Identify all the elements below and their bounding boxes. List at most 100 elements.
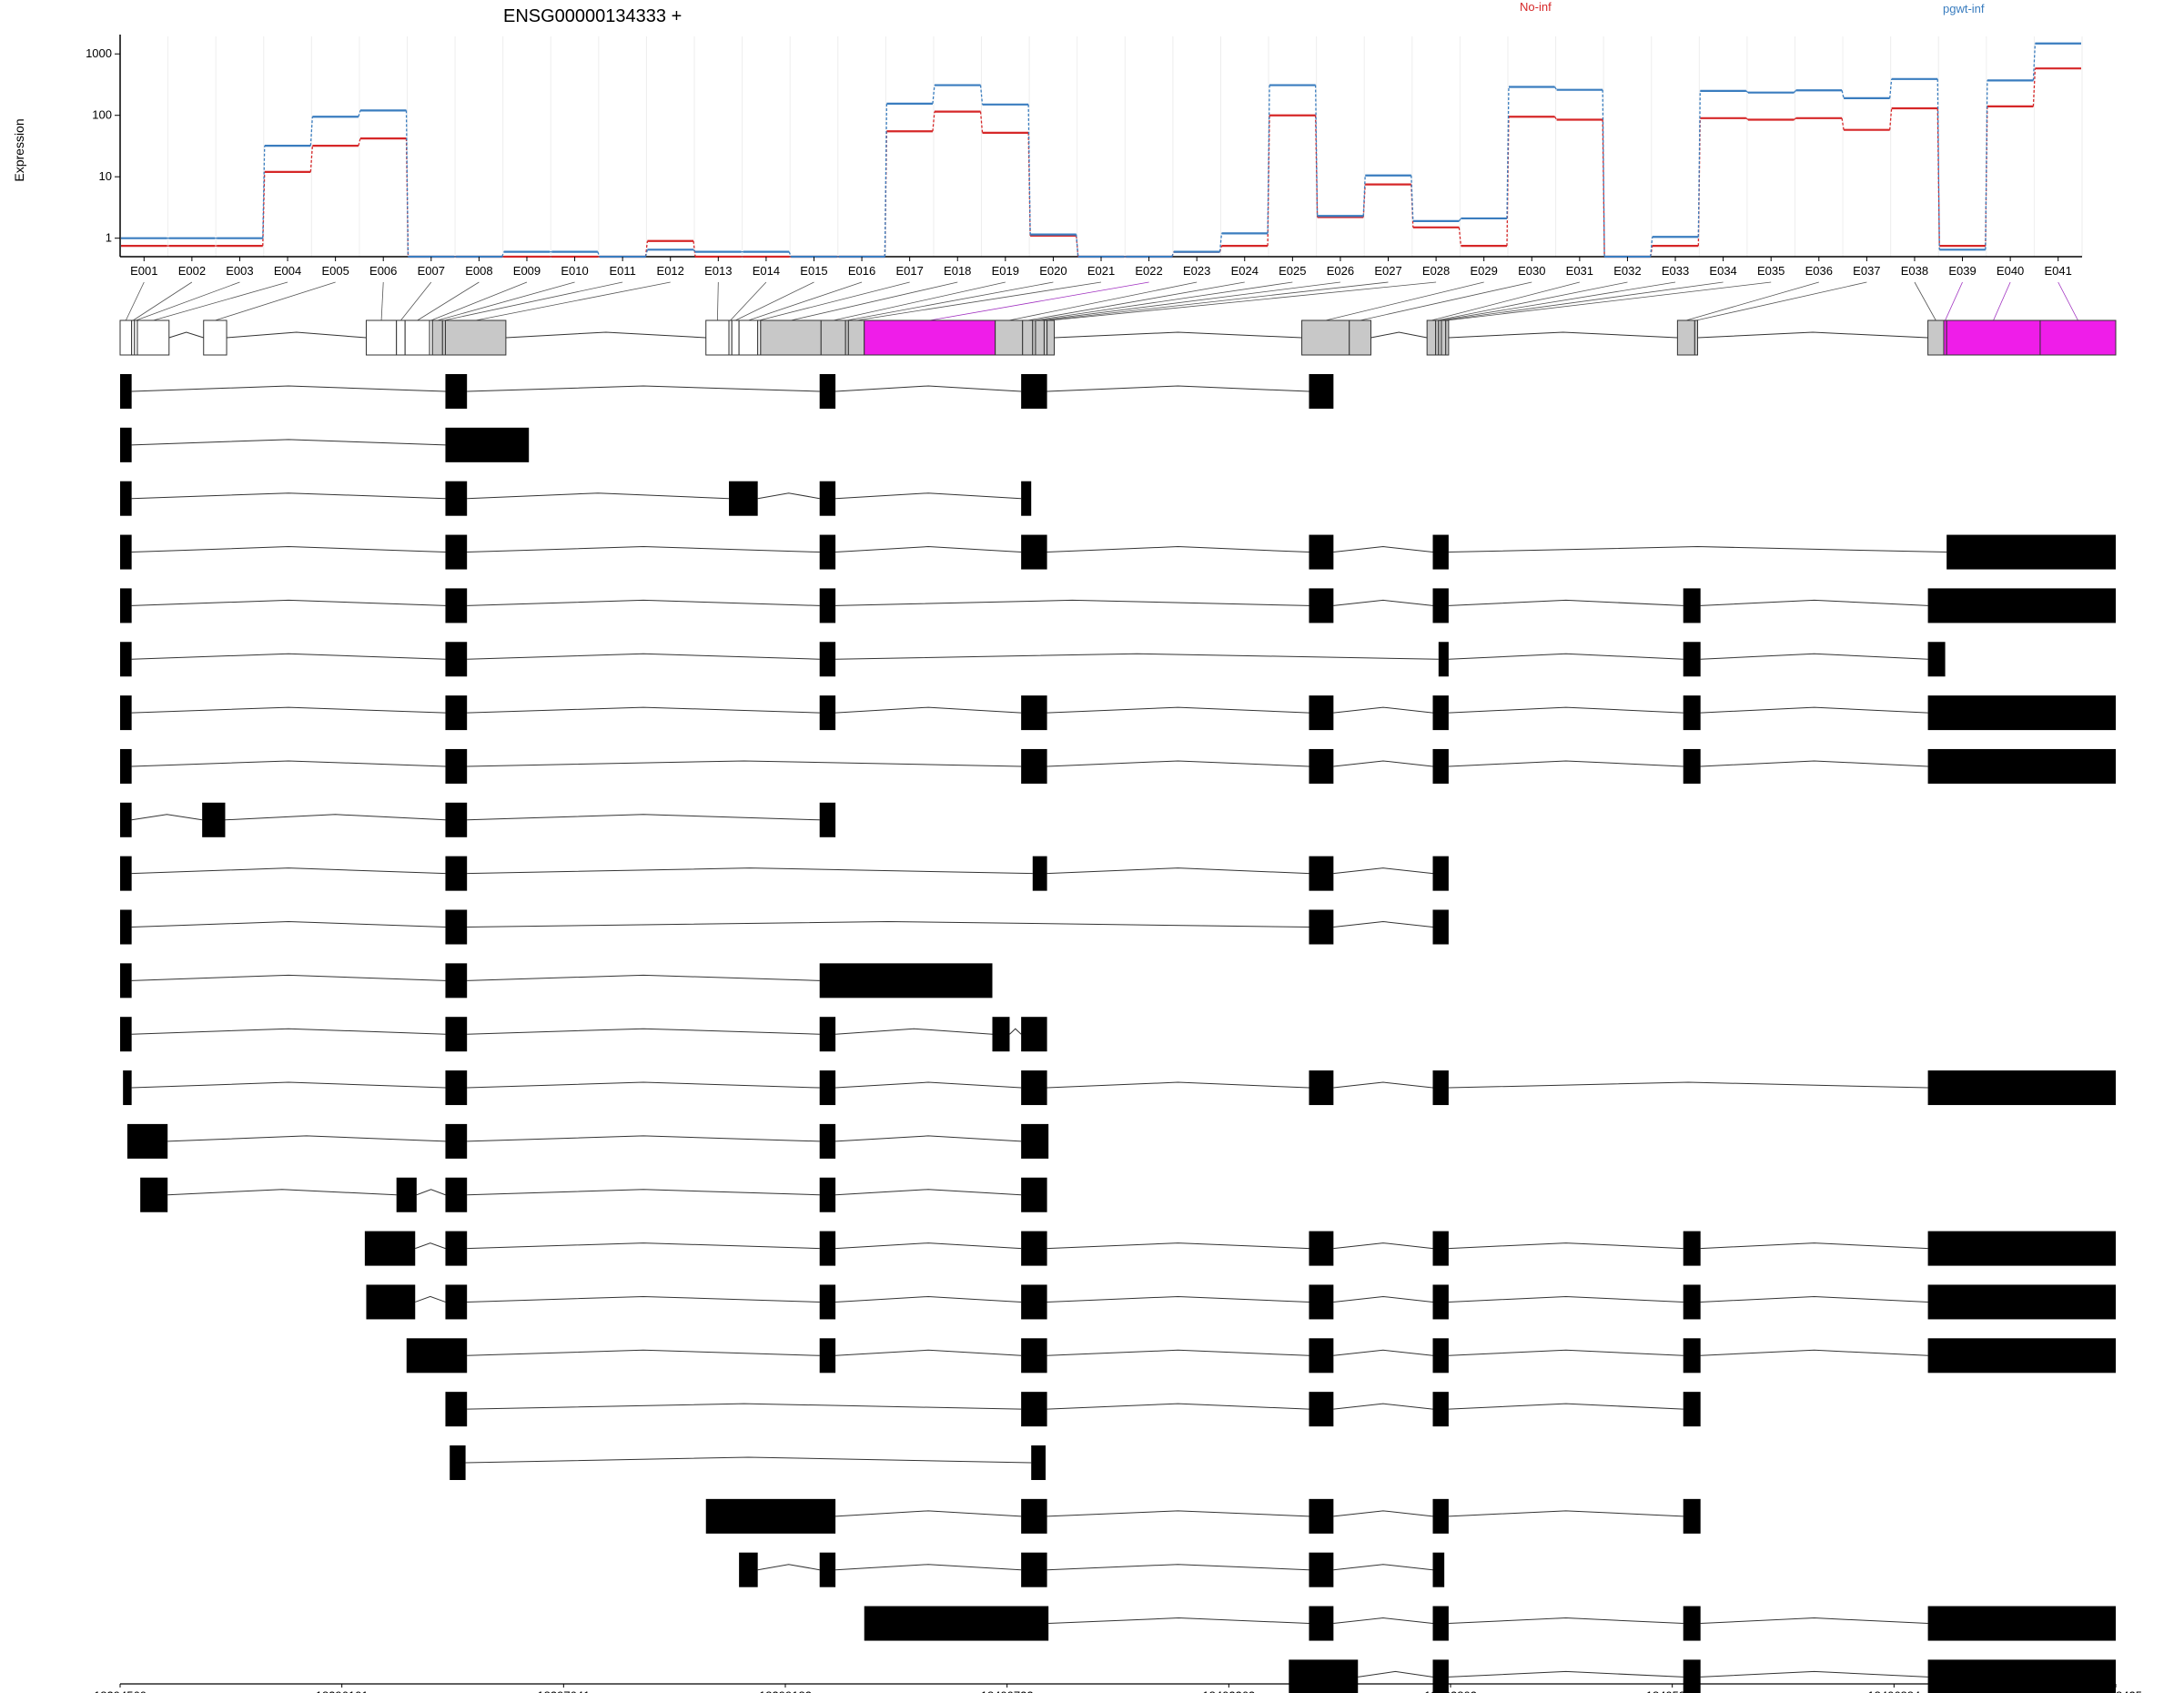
transcript-intron: [835, 653, 1439, 660]
exon-label: E011: [609, 264, 635, 278]
exon-label: E010: [561, 264, 588, 278]
exon-connector: [790, 281, 958, 321]
exon-connector: [1431, 281, 1580, 321]
transcript-intron: [131, 974, 446, 981]
transcript-exon: [1927, 1659, 2116, 1693]
transcript-row: [140, 1177, 1047, 1212]
transcript-intron: [1048, 1617, 1309, 1625]
exon-connector: [215, 281, 336, 321]
exon-connector: [2058, 281, 2078, 321]
transcript-exon: [445, 802, 468, 837]
exon-connector: [748, 281, 863, 321]
exon-label: E009: [513, 264, 541, 278]
transcript-intron: [465, 1456, 1032, 1464]
exon-bin: [1349, 319, 1371, 356]
coord-tick-label: 18399182: [759, 1689, 812, 1693]
exon-bin: [1301, 319, 1350, 356]
transcript-exon: [1927, 695, 2116, 731]
transcript-intron: [1700, 760, 1928, 767]
transcript-exon: [1927, 1284, 2116, 1320]
transcript-exon: [1927, 588, 2116, 623]
exon-label: E041: [2045, 264, 2072, 278]
transcript-intron: [1046, 1242, 1309, 1250]
series-step: [1458, 218, 1461, 222]
transcript-intron: [131, 599, 446, 606]
transcript-intron: [1448, 599, 1684, 606]
transcript-intron: [835, 706, 1022, 714]
exon-connector: [1039, 281, 1340, 321]
transcript-exon: [120, 427, 132, 462]
transcript-exon: [1683, 748, 1701, 784]
transcript-intron: [1046, 385, 1309, 392]
series-step: [501, 251, 505, 258]
transcript-exon: [445, 856, 468, 891]
exon-label: E021: [1087, 264, 1115, 278]
transcript-exon: [1683, 1338, 1701, 1374]
transcript-intron: [1448, 1617, 1684, 1625]
transcript-intron: [835, 385, 1022, 392]
transcript-intron: [1046, 1349, 1309, 1356]
transcript-intron: [1333, 1242, 1433, 1250]
transcript-exon: [729, 481, 758, 516]
transcript-intron: [131, 385, 446, 392]
transcript-exon: [819, 481, 836, 516]
transcript-row: [123, 1070, 2116, 1106]
exon-bin: [1046, 319, 1056, 356]
transcript-intron: [1333, 1617, 1433, 1625]
transcript-row: [120, 748, 2116, 784]
transcript-exon: [1683, 588, 1701, 623]
coord-tick-label: 18396101: [316, 1689, 369, 1693]
series-step: [644, 249, 649, 258]
transcript-exon: [1432, 856, 1449, 891]
y-axis-label: Expression: [12, 118, 26, 181]
transcript-exon: [120, 802, 132, 837]
coord-tick-label: 18397641: [537, 1689, 590, 1693]
exon-bin: [119, 319, 133, 356]
series-step: [309, 117, 313, 147]
exon-label: E001: [130, 264, 157, 278]
coord-tick-label: 18403803: [1424, 1689, 1477, 1693]
transcript-intron: [131, 760, 446, 767]
exon-label: E029: [1470, 264, 1497, 278]
transcript-intron: [467, 760, 1022, 767]
transcript-exon: [1927, 642, 1946, 677]
transcript-exon: [819, 1177, 836, 1212]
transcript-intron: [1333, 1510, 1433, 1517]
transcript-exon: [1309, 1552, 1334, 1587]
transcript-intron: [1333, 867, 1433, 875]
series-step: [1985, 80, 1988, 250]
transcript-exon: [819, 642, 836, 677]
exon-connectors: [125, 281, 2078, 321]
exon-label: E005: [321, 264, 349, 278]
transcript-intron: [131, 867, 446, 875]
series-step: [693, 240, 696, 258]
transcript-exon: [1021, 374, 1047, 409]
transcript-intron: [1333, 760, 1433, 767]
transcript-exon: [120, 642, 132, 677]
exon-connector: [929, 281, 1149, 321]
transcript-exon: [1683, 1498, 1701, 1534]
transcript-exon: [445, 1392, 468, 1427]
exon-connector: [1914, 281, 1936, 321]
transcript-exon: [1683, 695, 1701, 731]
transcript-intron: [1333, 1403, 1433, 1410]
series-step: [1362, 184, 1366, 218]
coord-tick-label: 18400722: [981, 1689, 1034, 1693]
transcript-intron: [835, 1242, 1022, 1250]
series-step: [1554, 116, 1558, 120]
transcript-exon: [1309, 748, 1334, 784]
transcript-exon: [1021, 1070, 1047, 1106]
transcript-intron: [1700, 1295, 1928, 1303]
transcript-exon: [1683, 642, 1701, 677]
transcript-intron: [131, 1081, 446, 1089]
transcript-exon: [1927, 1231, 2116, 1266]
transcript-exon: [1021, 534, 1047, 570]
transcript-intron: [1009, 1028, 1022, 1035]
transcript-row: [120, 963, 993, 999]
transcript-exon: [1432, 588, 1449, 623]
series-step: [1745, 90, 1749, 94]
series-step: [884, 103, 888, 258]
exon-connector: [730, 281, 767, 321]
transcript-intron: [835, 546, 1022, 553]
transcript-intron: [467, 492, 730, 500]
